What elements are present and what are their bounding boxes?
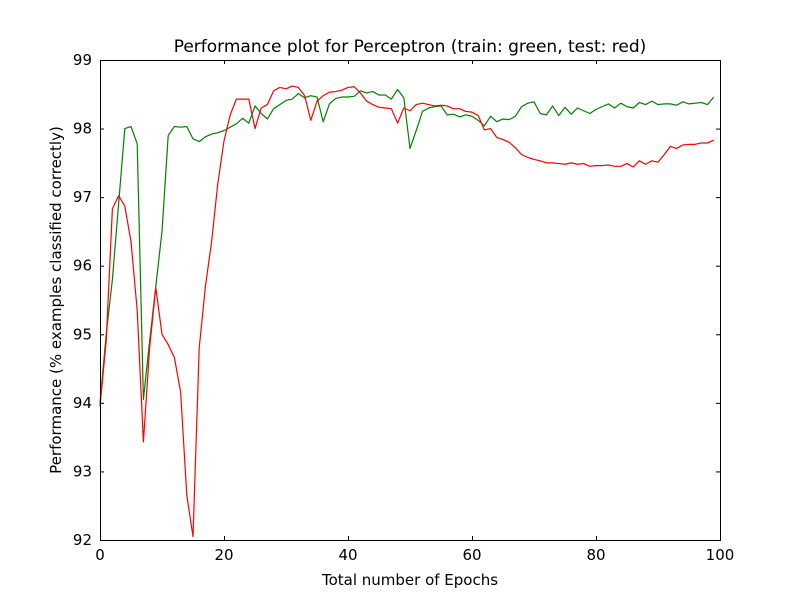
y-tick-label: 98	[73, 120, 92, 138]
y-tick-label: 93	[73, 462, 92, 480]
y-tick-label: 96	[73, 257, 92, 275]
x-tick-label: 20	[214, 546, 233, 564]
series-layer	[99, 85, 715, 538]
y-axis-label: Performance (% examples classified corre…	[47, 126, 65, 474]
y-tick-label: 99	[73, 51, 92, 69]
y-tick-label: 97	[73, 188, 92, 206]
chart-title: Performance plot for Perceptron (train: …	[174, 37, 647, 57]
test-series-line	[99, 85, 715, 538]
x-axis-label: Total number of Epochs	[321, 571, 498, 589]
plot-area	[100, 60, 720, 540]
y-tick-label: 92	[73, 531, 92, 549]
plot-frame	[100, 60, 721, 541]
x-tick-label: 100	[706, 546, 735, 564]
y-tick-label: 95	[73, 325, 92, 343]
train-series-line	[99, 88, 715, 403]
x-tick-label: 0	[95, 546, 105, 564]
x-tick-label: 60	[462, 546, 481, 564]
tick-layer: 0 20 40 60 80 100 92 93 94 95 96 97 98 99	[73, 51, 734, 564]
x-tick-label: 80	[586, 546, 605, 564]
x-tick-label: 40	[338, 546, 357, 564]
y-tick-label: 94	[73, 394, 92, 412]
